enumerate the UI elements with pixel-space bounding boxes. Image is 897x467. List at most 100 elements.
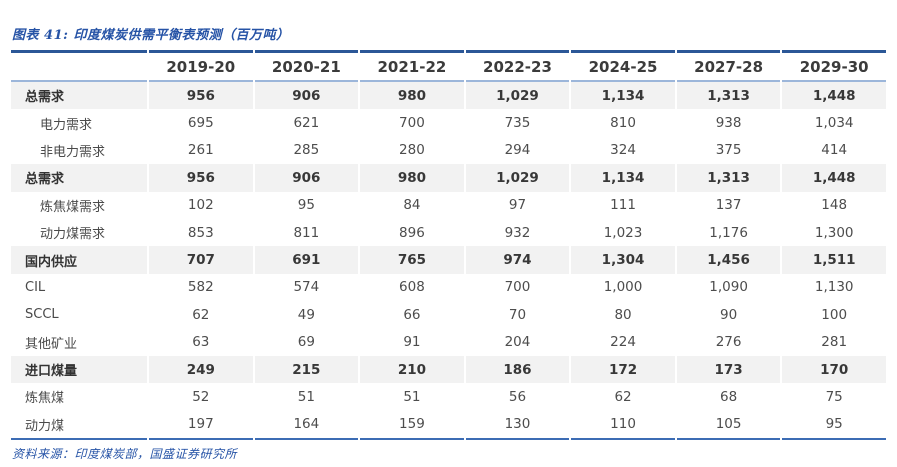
value-cell: 164 bbox=[254, 411, 359, 441]
value-cell: 1,511 bbox=[782, 246, 886, 274]
table-row: 总需求 956 906 980 1,029 1,134 1,313 1,448 bbox=[11, 164, 886, 192]
value-cell: 276 bbox=[715, 334, 742, 351]
row-label: 国内供应 bbox=[11, 246, 147, 274]
value-cell: 261 bbox=[187, 142, 214, 159]
value-cell: 210 bbox=[360, 355, 464, 384]
value-cell: 110 bbox=[571, 411, 675, 441]
row-label: CIL bbox=[25, 279, 46, 295]
value-cell: 52 bbox=[192, 388, 210, 405]
table-row: 国内供应 707 691 765 974 1,304 1,456 1,511 bbox=[11, 246, 886, 274]
value-cell: 980 bbox=[360, 164, 464, 192]
row-label: 炼焦煤 bbox=[25, 391, 65, 407]
row-label: 电力需求 bbox=[40, 117, 93, 133]
value-cell: 62 bbox=[192, 306, 210, 323]
header-row: 2019-20 2020-21 2021-22 2022-23 2024-25 2027-… bbox=[11, 50, 886, 82]
year-column-header: 2020-21 bbox=[254, 50, 359, 82]
value-cell: 97 bbox=[508, 197, 527, 214]
value-cell: 56 bbox=[508, 388, 527, 405]
value-cell: 130 bbox=[465, 411, 570, 441]
value-cell: 62 bbox=[614, 388, 632, 405]
table-row: 炼焦煤 52 51 51 56 62 68 75 bbox=[11, 383, 886, 410]
value-cell: 249 bbox=[149, 355, 253, 384]
value-cell: 66 bbox=[403, 306, 421, 323]
year-column-header: 2024-25 bbox=[571, 50, 675, 82]
value-cell: 1,034 bbox=[814, 115, 854, 132]
value-cell: 80 bbox=[614, 306, 632, 323]
supply-demand-table: 2019-20 2020-21 2021-22 2022-23 2024-25 2027-… bbox=[9, 50, 888, 441]
value-cell: 956 bbox=[149, 82, 253, 110]
value-cell: 51 bbox=[403, 388, 421, 405]
table-row: CIL 582 574 608 700 1,000 1,090 1,130 bbox=[11, 274, 886, 301]
value-cell: 91 bbox=[403, 334, 421, 351]
value-cell: 896 bbox=[399, 224, 425, 241]
value-cell: 853 bbox=[187, 224, 214, 241]
row-label: 其他矿业 bbox=[25, 336, 78, 352]
figure-source: 资料来源：印度煤炭部，国盛证券研究所 bbox=[12, 447, 238, 462]
table-row: 动力煤 197 164 159 130 110 105 95 bbox=[11, 411, 886, 441]
value-cell: 186 bbox=[465, 355, 570, 384]
table-row: 电力需求 695 621 700 735 810 938 1,034 bbox=[11, 109, 886, 136]
year-column-header: 2027-28 bbox=[676, 50, 781, 82]
value-cell: 137 bbox=[715, 197, 742, 214]
value-cell: 1,134 bbox=[571, 82, 675, 110]
value-cell: 691 bbox=[254, 246, 359, 274]
value-cell: 204 bbox=[504, 334, 531, 351]
value-cell: 932 bbox=[504, 224, 531, 241]
value-cell: 1,029 bbox=[465, 164, 570, 192]
value-cell: 111 bbox=[610, 197, 636, 214]
row-label: 非电力需求 bbox=[40, 144, 106, 160]
value-cell: 906 bbox=[254, 82, 359, 110]
value-cell: 100 bbox=[821, 306, 848, 323]
header-corner-cell bbox=[11, 50, 147, 82]
table-row: 炼焦煤需求 102 95 84 97 111 137 148 bbox=[11, 192, 886, 219]
row-label: 进口煤量 bbox=[11, 355, 147, 384]
value-cell: 1,000 bbox=[603, 279, 643, 296]
figure-title: 图表 41: 印度煤炭供需平衡表预测（百万吨） bbox=[12, 28, 290, 43]
value-cell: 582 bbox=[187, 279, 214, 296]
table-row: SCCL 62 49 66 70 80 90 100 bbox=[11, 301, 886, 328]
value-cell: 224 bbox=[610, 334, 636, 351]
value-cell: 1,134 bbox=[571, 164, 675, 192]
value-cell: 1,300 bbox=[814, 224, 854, 241]
value-cell: 70 bbox=[508, 306, 527, 323]
value-cell: 810 bbox=[610, 115, 636, 132]
row-label: 动力煤需求 bbox=[40, 227, 106, 243]
value-cell: 414 bbox=[821, 142, 848, 159]
value-cell: 280 bbox=[399, 142, 425, 159]
value-cell: 375 bbox=[715, 142, 742, 159]
value-cell: 75 bbox=[825, 388, 843, 405]
row-label: 总需求 bbox=[11, 164, 147, 192]
value-cell: 68 bbox=[720, 388, 738, 405]
value-cell: 938 bbox=[715, 115, 742, 132]
value-cell: 197 bbox=[149, 411, 253, 441]
value-cell: 1,313 bbox=[676, 82, 781, 110]
value-cell: 1,130 bbox=[814, 279, 854, 296]
table-row: 总需求 956 906 980 1,029 1,134 1,313 1,448 bbox=[11, 82, 886, 110]
value-cell: 707 bbox=[149, 246, 253, 274]
value-cell: 95 bbox=[297, 197, 315, 214]
value-cell: 735 bbox=[504, 115, 531, 132]
value-cell: 294 bbox=[504, 142, 531, 159]
value-cell: 1,023 bbox=[603, 224, 643, 241]
value-cell: 49 bbox=[297, 306, 315, 323]
value-cell: 574 bbox=[293, 279, 320, 296]
value-cell: 173 bbox=[676, 355, 781, 384]
table-row: 非电力需求 261 285 280 294 324 375 414 bbox=[11, 137, 886, 164]
value-cell: 1,456 bbox=[676, 246, 781, 274]
value-cell: 215 bbox=[254, 355, 359, 384]
table-row: 进口煤量 249 215 210 186 172 173 170 bbox=[11, 355, 886, 384]
value-cell: 700 bbox=[399, 115, 425, 132]
value-cell: 608 bbox=[399, 279, 425, 296]
value-cell: 84 bbox=[403, 197, 421, 214]
value-cell: 811 bbox=[293, 224, 320, 241]
year-column-header: 2029-30 bbox=[782, 50, 886, 82]
year-column-header: 2022-23 bbox=[465, 50, 570, 82]
value-cell: 956 bbox=[149, 164, 253, 192]
value-cell: 1,029 bbox=[465, 82, 570, 110]
value-cell: 1,448 bbox=[782, 164, 886, 192]
value-cell: 51 bbox=[297, 388, 315, 405]
table-row: 动力煤需求 853 811 896 932 1,023 1,176 1,300 bbox=[11, 219, 886, 246]
table-row: 其他矿业 63 69 91 204 224 276 281 bbox=[11, 329, 886, 356]
value-cell: 1,176 bbox=[709, 224, 748, 241]
value-cell: 1,313 bbox=[676, 164, 781, 192]
